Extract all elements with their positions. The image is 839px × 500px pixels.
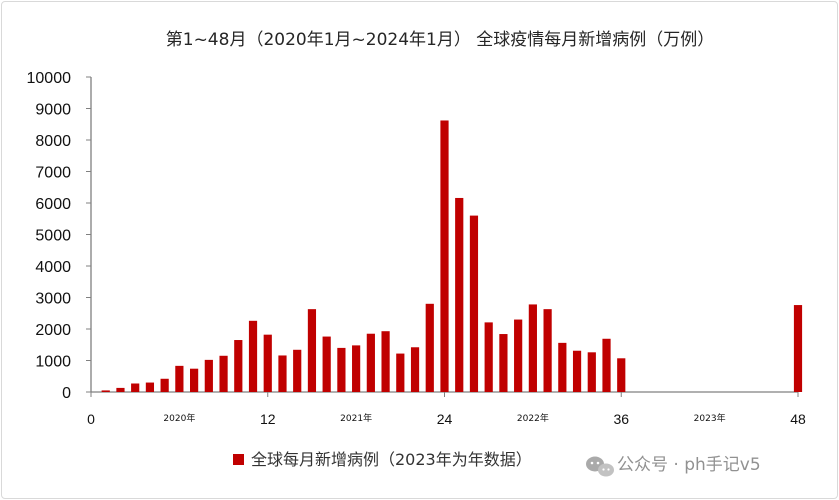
bar	[558, 342, 567, 392]
bar	[617, 358, 626, 392]
y-tick-label: 6000	[35, 196, 71, 213]
bar	[190, 368, 199, 392]
bar	[101, 390, 110, 392]
watermark-text: 公众号 · ph手记v5	[617, 455, 761, 475]
bar	[469, 215, 479, 392]
y-tick-label: 9000	[35, 102, 71, 119]
bar	[543, 309, 552, 392]
bar	[204, 359, 213, 392]
y-tick-label: 2000	[35, 322, 71, 339]
bar	[131, 383, 140, 392]
y-tick-label: 1000	[35, 354, 71, 371]
bar	[587, 352, 596, 392]
year-label: 2021年	[340, 412, 372, 424]
bar	[175, 365, 184, 392]
year-label: 2023年	[694, 412, 726, 424]
bar	[234, 340, 243, 392]
bar	[514, 319, 523, 392]
bar	[410, 347, 420, 392]
bar	[425, 303, 434, 392]
bar	[455, 197, 464, 392]
bar	[602, 338, 611, 392]
wechat-icon	[586, 456, 614, 477]
y-tick-label: 4000	[35, 259, 71, 276]
bar	[293, 349, 302, 392]
bar	[381, 331, 390, 392]
year-label: 2022年	[517, 412, 549, 424]
bar	[263, 334, 272, 392]
y-tick-label: 5000	[35, 228, 71, 245]
bar	[145, 382, 155, 392]
watermark: 公众号 · ph手记v5	[586, 455, 761, 477]
x-tick-label: 48	[790, 411, 806, 427]
bar	[307, 309, 317, 392]
bar	[528, 304, 537, 392]
bar	[219, 355, 228, 392]
bar	[572, 350, 582, 392]
bar	[337, 347, 346, 392]
y-tick-label: 8000	[35, 133, 71, 150]
bar	[278, 355, 287, 392]
legend-swatch	[233, 454, 244, 465]
legend: 全球每月新增病例（2023年为年数据）	[233, 450, 532, 469]
bar	[484, 322, 493, 392]
bar	[366, 333, 375, 392]
chart-title: 第1~48月（2020年1月~2024年1月） 全球疫情每月新增病例（万例）	[166, 30, 715, 50]
plot-area: 0 1000 2000 3000 4000 5000 6000 7000 8000 9000 100…	[27, 70, 806, 427]
bar	[248, 320, 258, 392]
x-tick-label: 36	[613, 411, 629, 427]
x-tick-label: 12	[260, 411, 276, 427]
legend-label: 全球每月新增病例（2023年为年数据）	[251, 450, 532, 469]
x-tick-label: 24	[437, 411, 453, 427]
bar	[160, 378, 169, 392]
y-tick-label: 3000	[35, 291, 71, 308]
y-tick-label: 10000	[27, 70, 72, 87]
bar	[499, 334, 508, 392]
bar	[440, 120, 449, 392]
bar	[793, 305, 803, 392]
year-label: 2020年	[163, 412, 195, 424]
y-tick-label: 7000	[35, 165, 71, 182]
y-tick-label: 0	[62, 385, 71, 402]
bar	[396, 353, 405, 392]
bar	[322, 336, 331, 392]
bar	[352, 345, 361, 392]
bar	[116, 387, 125, 392]
x-tick-label: 0	[87, 411, 95, 427]
